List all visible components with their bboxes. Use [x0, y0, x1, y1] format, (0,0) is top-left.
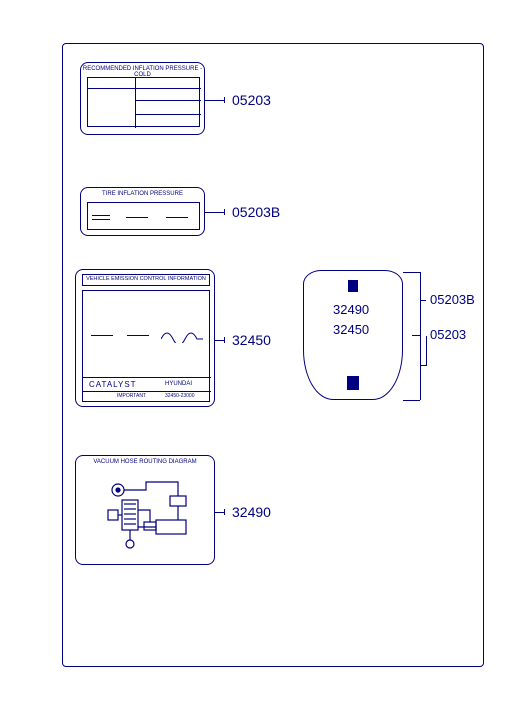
leader-tick	[224, 337, 225, 343]
leader-line	[215, 512, 224, 513]
emission-footer-right: HYUNDAI	[165, 381, 192, 387]
label-position-marker	[348, 280, 358, 292]
part-id-32490: 32490	[232, 504, 271, 520]
emission-bottom-left: IMPORTANT	[117, 393, 146, 399]
emission-footer-left: CATALYST	[89, 380, 137, 389]
part-id-32450: 32450	[232, 332, 271, 348]
emission-bottom-right: 32450-23000	[165, 393, 194, 399]
bracket-line	[420, 272, 421, 400]
emission-control-label-card: VEHICLE EMISSION CONTROL INFORMATION CAT…	[75, 269, 215, 407]
tire-pressure-title: RECOMMENDED INFLATION PRESSURE - COLD	[81, 63, 204, 78]
vacuum-hose-title: VACUUM HOSE ROUTING DIAGRAM	[76, 456, 214, 465]
leader-line	[205, 212, 224, 213]
emission-control-title: VEHICLE EMISSION CONTROL INFORMATION	[83, 275, 209, 282]
hood-label-upper: 32490	[333, 302, 369, 317]
bracket-id-lower: 05203	[430, 327, 466, 342]
vacuum-hose-label-card: VACUUM HOSE ROUTING DIAGRAM	[75, 455, 215, 565]
bracket-line	[403, 272, 420, 273]
vacuum-hose-schematic	[94, 476, 198, 556]
part-id-05203B: 05203B	[232, 204, 280, 220]
leader-tick	[224, 209, 225, 215]
bracket-id-upper: 05203B	[430, 292, 475, 307]
part-id-05203: 05203	[232, 92, 271, 108]
leader-line	[205, 100, 224, 101]
diagram-squiggle	[161, 325, 203, 343]
leader-tick	[224, 509, 225, 515]
bracket-leader	[426, 336, 427, 366]
label-position-marker	[347, 376, 359, 390]
tire-inflation-label-card: TIRE INFLATION PRESSURE	[80, 187, 205, 236]
tire-pressure-label-card: RECOMMENDED INFLATION PRESSURE - COLD	[80, 62, 205, 135]
bracket-line	[403, 400, 420, 401]
leader-line	[215, 340, 224, 341]
bracket-line	[412, 335, 420, 336]
hood-label-lower: 32450	[333, 322, 369, 337]
bracket-leader	[420, 300, 426, 301]
tire-inflation-title: TIRE INFLATION PRESSURE	[81, 188, 204, 197]
leader-tick	[224, 97, 225, 103]
